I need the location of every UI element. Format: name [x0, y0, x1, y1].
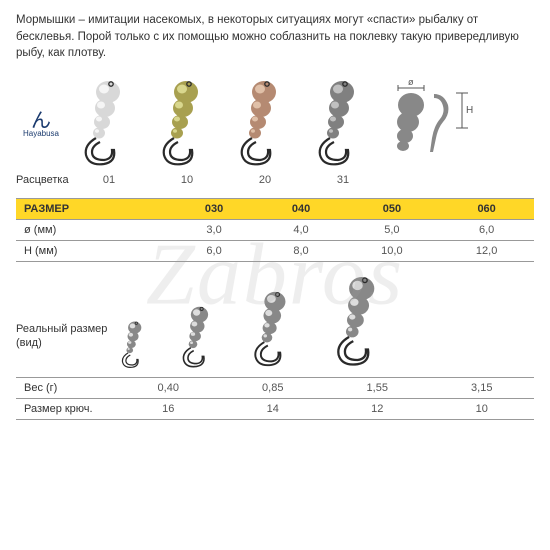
real-jig	[175, 306, 225, 371]
table-header: 050	[345, 199, 440, 220]
table-cell: ø (мм)	[16, 220, 171, 241]
table-cell: 6,0	[171, 241, 258, 262]
table-row: Вес (г) 0,40 0,85 1,55 3,15	[16, 377, 534, 398]
table-header: 060	[439, 199, 534, 220]
table-cell: 3,0	[171, 220, 258, 241]
table-row: Н (мм) 6,0 8,0 10,0 12,0	[16, 241, 534, 262]
colorway-title: Расцветка	[16, 174, 74, 186]
brand-logo: ん Hayabusa	[16, 113, 66, 138]
real-jigs-container	[116, 276, 534, 371]
table-cell: 12	[325, 398, 430, 419]
svg-text:H: H	[466, 105, 473, 116]
table-cell: 0,40	[116, 377, 221, 398]
intro-text: Мормышки – имитации насекомых, в некотор…	[16, 12, 534, 62]
brand-name: Hayabusa	[16, 129, 66, 138]
jig-colorway-10	[152, 80, 222, 170]
real-jig	[326, 276, 400, 371]
table-header: 040	[258, 199, 345, 220]
table-cell: 5,0	[345, 220, 440, 241]
colorway-code: 20	[230, 174, 300, 186]
table-cell: 6,0	[439, 220, 534, 241]
table-cell: Вес (г)	[16, 377, 116, 398]
table-cell: 12,0	[439, 241, 534, 262]
real-size-row: Реальный размер (вид)	[16, 276, 534, 371]
colorway-code: 01	[74, 174, 144, 186]
table-header-row: РАЗМЕР 030 040 050 060	[16, 199, 534, 220]
table-cell: 16	[116, 398, 221, 419]
size-table: РАЗМЕР 030 040 050 060 ø (мм) 3,0 4,0 5,…	[16, 198, 534, 262]
colorway-code: 31	[308, 174, 378, 186]
table-header: 030	[171, 199, 258, 220]
table-cell: 0,85	[221, 377, 326, 398]
jig-colorway-20	[230, 80, 300, 170]
table-cell: 14	[221, 398, 326, 419]
table-row: Размер крюч. 16 14 12 10	[16, 398, 534, 419]
colorway-labels: Расцветка 01 10 20 31	[16, 174, 534, 186]
table-cell: 10	[430, 398, 535, 419]
real-size-label: Реальный размер (вид)	[16, 322, 116, 371]
jig-colorway-01	[74, 80, 144, 170]
table-header: РАЗМЕР	[16, 199, 171, 220]
colorway-code: 10	[152, 174, 222, 186]
table-row: ø (мм) 3,0 4,0 5,0 6,0	[16, 220, 534, 241]
table-cell: Н (мм)	[16, 241, 171, 262]
jig-colorway-31	[308, 80, 378, 170]
svg-text:ø: ø	[408, 80, 414, 87]
weight-table: Вес (г) 0,40 0,85 1,55 3,15 Размер крюч.…	[16, 377, 534, 420]
dimension-diagram: ø H	[386, 80, 476, 170]
table-cell: 4,0	[258, 220, 345, 241]
table-cell: 8,0	[258, 241, 345, 262]
logo-swirl-icon: ん	[16, 113, 66, 129]
colorway-row: ん Hayabusa	[16, 80, 534, 170]
real-jig	[116, 321, 155, 371]
table-cell: 1,55	[325, 377, 430, 398]
table-cell: Размер крюч.	[16, 398, 116, 419]
real-jig	[245, 291, 307, 370]
table-cell: 3,15	[430, 377, 535, 398]
table-cell: 10,0	[345, 241, 440, 262]
